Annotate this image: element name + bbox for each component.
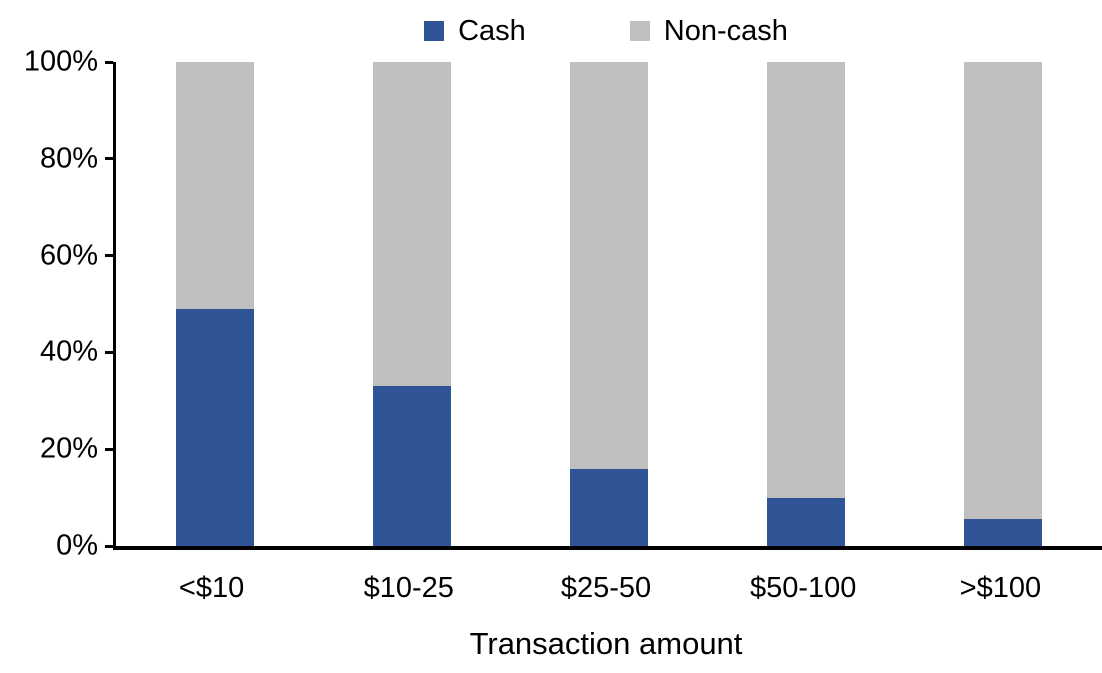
- cash-swatch-icon: [424, 21, 445, 41]
- x-tick-label: <$10: [178, 572, 245, 604]
- y-tick-label: 40%: [39, 335, 98, 368]
- x-tick-label: >$100: [959, 572, 1042, 604]
- bar-group-5: [905, 62, 1102, 546]
- stacked-bar-4: [767, 62, 846, 546]
- cash-segment-1: [175, 308, 254, 546]
- x-axis-title: Transaction amount: [469, 626, 743, 661]
- stacked-bar-1: [175, 62, 254, 546]
- chart-legend: Cash Non-cash: [113, 12, 1099, 50]
- legend-item-noncash: Non-cash: [629, 14, 788, 47]
- y-tick-mark: [105, 350, 113, 354]
- noncash-segment-4: [767, 62, 846, 498]
- cash-segment-3: [570, 468, 648, 546]
- y-tick-label: 80%: [39, 142, 98, 175]
- plot-area: [113, 62, 1102, 550]
- x-tick-label: $50-100: [749, 572, 857, 604]
- x-tick-label: $10-25: [363, 572, 454, 604]
- noncash-segment-5: [964, 62, 1043, 520]
- cash-segment-4: [767, 497, 846, 546]
- stacked-bar-2: [372, 62, 451, 546]
- cash-segment-5: [964, 519, 1043, 546]
- noncash-swatch-icon: [629, 21, 650, 41]
- legend-item-cash: Cash: [424, 14, 526, 47]
- y-tick-label: 100%: [23, 45, 98, 78]
- bar-group-4: [708, 62, 905, 546]
- y-tick-mark: [105, 447, 113, 451]
- noncash-segment-2: [372, 62, 451, 387]
- cash-segment-2: [372, 386, 451, 546]
- y-tick-mark: [105, 157, 113, 161]
- stacked-bar-5: [964, 62, 1043, 546]
- bars-container: [116, 62, 1102, 546]
- noncash-segment-1: [175, 62, 254, 309]
- stacked-bar-3: [570, 62, 648, 546]
- legend-label-cash: Cash: [458, 14, 526, 47]
- y-tick-label: 0%: [56, 529, 98, 562]
- y-tick-label: 20%: [39, 432, 98, 465]
- y-tick-mark: [105, 60, 113, 64]
- y-tick-label: 60%: [39, 239, 98, 272]
- noncash-segment-3: [570, 62, 648, 469]
- bar-group-1: [116, 62, 313, 546]
- y-tick-mark: [105, 544, 113, 548]
- bar-group-2: [313, 62, 510, 546]
- y-tick-mark: [105, 254, 113, 258]
- bar-group-3: [510, 62, 707, 546]
- legend-label-noncash: Non-cash: [663, 14, 788, 47]
- x-tick-label: $25-50: [560, 572, 652, 604]
